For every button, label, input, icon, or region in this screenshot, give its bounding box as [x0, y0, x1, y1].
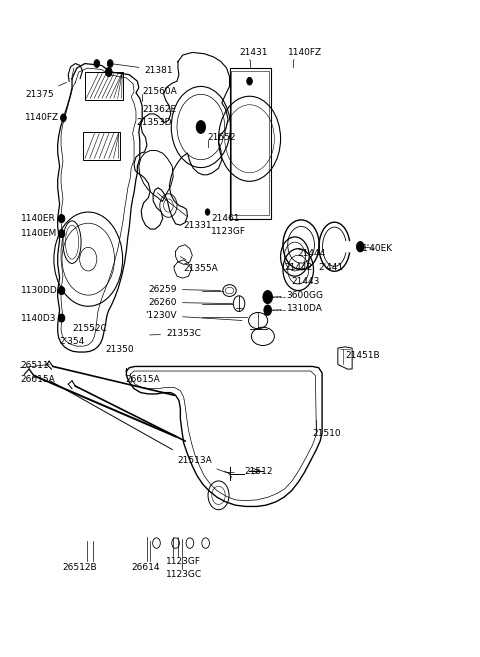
- Text: 21552C: 21552C: [72, 324, 107, 333]
- Circle shape: [59, 230, 65, 238]
- Circle shape: [108, 60, 113, 68]
- Text: 21444: 21444: [297, 250, 325, 258]
- Text: 21512: 21512: [245, 466, 273, 476]
- Text: 26614: 26614: [131, 563, 160, 572]
- Circle shape: [357, 242, 364, 252]
- Text: 2'441: 2'441: [319, 263, 344, 271]
- Text: 1123GF: 1123GF: [207, 227, 246, 236]
- Circle shape: [264, 305, 272, 315]
- Circle shape: [59, 286, 65, 294]
- Text: 2'354: 2'354: [60, 337, 85, 346]
- Text: 26260: 26260: [148, 298, 232, 307]
- Text: 26615A: 26615A: [125, 375, 160, 384]
- Text: 21353D: 21353D: [136, 118, 171, 127]
- Text: 21513A: 21513A: [178, 456, 227, 473]
- Text: 1140FZ: 1140FZ: [288, 48, 322, 60]
- Text: 21461: 21461: [207, 212, 240, 223]
- Circle shape: [60, 114, 66, 122]
- Text: 1123GF: 1123GF: [166, 557, 201, 566]
- Text: 1140ER: 1140ER: [22, 214, 61, 223]
- Circle shape: [106, 68, 112, 77]
- Circle shape: [186, 538, 194, 549]
- Circle shape: [58, 230, 64, 238]
- Text: 21510: 21510: [312, 428, 341, 438]
- Circle shape: [58, 314, 64, 322]
- Text: 1310DA: 1310DA: [272, 304, 323, 313]
- Text: 1140FZ: 1140FZ: [25, 114, 63, 122]
- Text: 21431: 21431: [239, 48, 267, 60]
- Text: 21381: 21381: [113, 64, 173, 75]
- Text: '1230V: '1230V: [145, 311, 242, 321]
- Circle shape: [153, 538, 160, 549]
- Circle shape: [205, 209, 210, 215]
- Circle shape: [172, 538, 180, 549]
- Text: 21443: 21443: [291, 277, 320, 286]
- Circle shape: [196, 120, 205, 133]
- Text: 26511: 26511: [21, 361, 49, 371]
- Circle shape: [263, 290, 273, 304]
- Text: 1130DD: 1130DD: [22, 286, 61, 295]
- Text: 21442: 21442: [284, 263, 312, 271]
- Circle shape: [58, 286, 64, 294]
- Text: 21375: 21375: [25, 82, 67, 99]
- Text: 21350: 21350: [106, 345, 134, 354]
- Text: 3600GG: 3600GG: [272, 291, 324, 300]
- Text: 21552: 21552: [207, 133, 236, 142]
- Circle shape: [58, 215, 64, 223]
- Circle shape: [202, 538, 209, 549]
- Circle shape: [59, 215, 65, 223]
- Text: 26615A: 26615A: [21, 375, 55, 384]
- Text: 21353C: 21353C: [150, 329, 201, 338]
- Text: 21560A: 21560A: [142, 87, 177, 96]
- Text: 26259: 26259: [148, 284, 220, 294]
- Text: 26512B: 26512B: [62, 563, 97, 572]
- Circle shape: [247, 78, 252, 85]
- Text: 1'40EK: 1'40EK: [362, 244, 393, 253]
- Circle shape: [94, 60, 100, 68]
- Text: 1140EM: 1140EM: [22, 229, 61, 238]
- Text: 21331: 21331: [157, 193, 212, 230]
- Text: 21362E: 21362E: [142, 105, 176, 114]
- Circle shape: [59, 314, 65, 322]
- Text: 21451B: 21451B: [345, 351, 380, 361]
- Text: 1123GC: 1123GC: [166, 570, 202, 579]
- Text: 1140D3: 1140D3: [22, 313, 61, 323]
- Text: 21355A: 21355A: [180, 257, 218, 273]
